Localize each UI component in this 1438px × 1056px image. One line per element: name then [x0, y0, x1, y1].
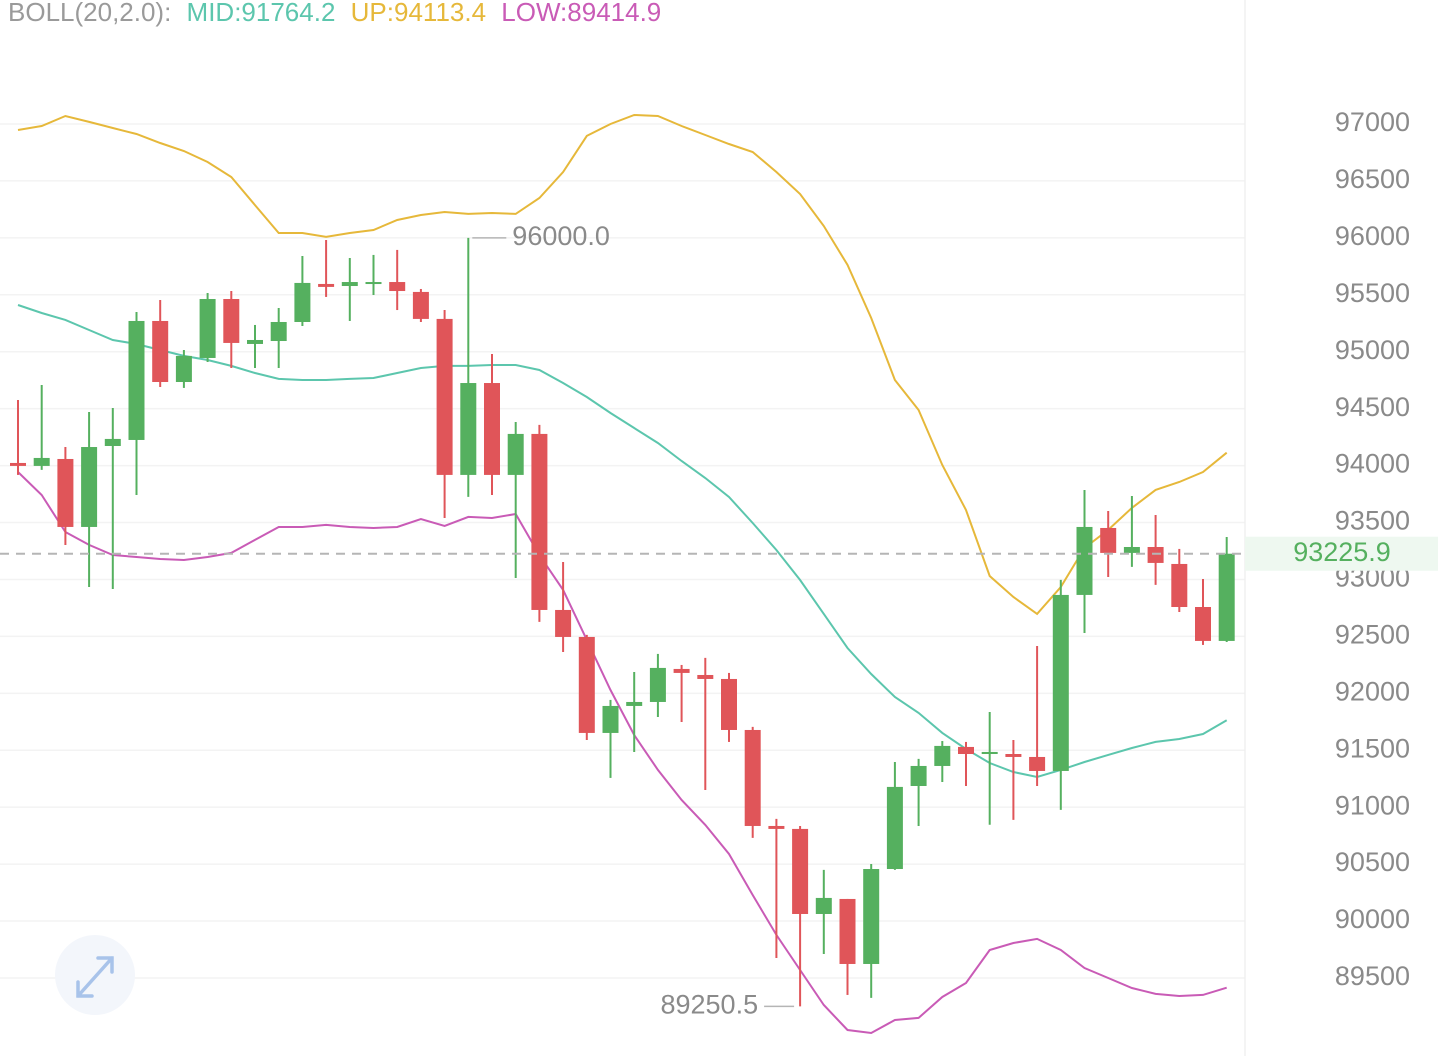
candle-body	[1195, 607, 1211, 641]
y-tick-label: 95500	[1335, 278, 1410, 308]
candle-body	[175, 355, 192, 383]
candle-body	[57, 458, 74, 527]
expand-icon[interactable]	[76, 956, 114, 998]
candle-body	[697, 674, 714, 679]
y-tick-label: 91000	[1335, 790, 1410, 820]
candle-body	[958, 746, 974, 755]
y-tick-label: 93500	[1335, 506, 1410, 536]
grid	[0, 123, 1245, 979]
y-tick-label: 94500	[1335, 392, 1410, 422]
candle-body	[839, 898, 856, 964]
candle-body	[1123, 546, 1140, 553]
candle-body	[484, 383, 500, 475]
candle-body	[673, 668, 690, 673]
candle-body	[365, 282, 382, 285]
band-line	[17, 471, 1227, 1035]
candle-body	[1029, 756, 1046, 771]
candle-body	[721, 678, 737, 730]
candle-body	[389, 282, 406, 292]
y-tick-label: 90500	[1335, 847, 1410, 877]
y-tick-label: 96000	[1335, 221, 1410, 251]
candle-body	[649, 667, 666, 702]
candle-body	[555, 609, 572, 637]
candle-body	[910, 765, 927, 787]
y-tick-label: 89500	[1335, 961, 1410, 991]
candle-body	[1218, 553, 1235, 641]
candle-body	[981, 751, 998, 755]
expand-button[interactable]	[55, 935, 135, 1015]
candle-body	[152, 320, 169, 383]
candle-body	[318, 283, 335, 287]
candle-body	[199, 298, 216, 358]
candle-body	[10, 462, 26, 466]
candle-body	[223, 298, 240, 343]
candle-body	[436, 318, 453, 475]
y-axis: 8950090000905009100091500920009250093000…	[1245, 107, 1438, 991]
candle-body	[1076, 526, 1093, 595]
candle-body	[934, 745, 951, 766]
candle-body	[507, 433, 524, 475]
y-tick-label: 97000	[1335, 107, 1410, 137]
legend-mid: MID:91764.2	[187, 0, 336, 27]
band-line	[17, 304, 1228, 779]
candle-body	[626, 701, 643, 706]
candle-body	[602, 705, 619, 733]
candle-body	[863, 869, 880, 964]
candle-body	[412, 291, 429, 319]
candle-body	[1147, 546, 1164, 563]
legend-up: UP:94113.4	[351, 0, 486, 27]
band-line	[17, 113, 1228, 616]
candle-body	[128, 320, 145, 440]
candle-body	[294, 282, 311, 322]
candle-body	[247, 339, 263, 344]
annotation: 89250.5	[660, 990, 758, 1020]
y-tick-label: 91500	[1335, 733, 1410, 763]
candle-body	[792, 828, 809, 914]
candle-body	[33, 457, 50, 466]
candle-body	[744, 729, 761, 826]
y-tick-label: 94000	[1335, 449, 1410, 479]
candle-body	[460, 383, 477, 475]
candle-body	[531, 433, 548, 610]
candle-body	[341, 282, 358, 287]
last-price-bg	[1245, 536, 1438, 571]
last-price-label: 93225.9	[1293, 537, 1391, 567]
plot-area: 96000.0 89250.5	[0, 113, 1245, 1035]
candle-body	[104, 438, 121, 446]
candle-body	[81, 447, 98, 527]
y-tick-label: 90000	[1335, 904, 1410, 934]
candle-body	[270, 321, 287, 342]
candle-body	[1052, 594, 1069, 771]
legend-low: LOW:89414.9	[501, 0, 661, 27]
candle-body	[1171, 563, 1188, 608]
y-tick-label: 92500	[1335, 620, 1410, 650]
candle-body	[768, 825, 785, 829]
legend: BOLL(20,2.0): MID:91764.2 UP:94113.4 LOW…	[8, 0, 661, 27]
candle-body	[1005, 754, 1022, 757]
candle-body	[886, 786, 903, 870]
candle-body	[815, 897, 832, 914]
indicator-label: BOLL(20,2.0):	[8, 0, 171, 27]
y-tick-label: 95000	[1335, 335, 1410, 365]
annotation: 96000.0	[512, 221, 610, 251]
y-tick-label: 92000	[1335, 676, 1410, 706]
candle-body	[578, 636, 595, 733]
candle-body	[1100, 527, 1117, 553]
y-tick-label: 96500	[1335, 164, 1410, 194]
